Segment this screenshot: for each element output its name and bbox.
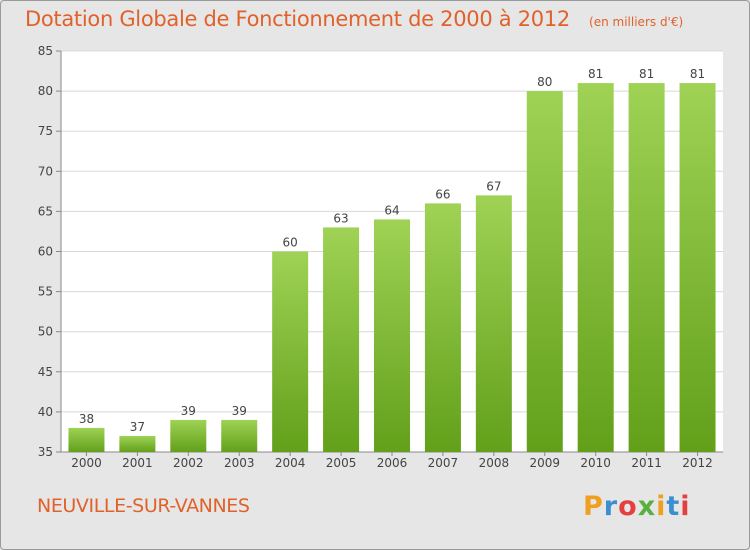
x-tick-label-2006: 2006 [377,456,408,470]
bar-2009 [526,91,563,452]
bar-2006 [374,219,410,452]
data-label-2009: 80 [537,75,552,89]
bar-2002 [170,419,207,452]
data-label-2005: 63 [333,211,348,225]
bar-2003 [221,419,258,452]
x-tick-label-2011: 2011 [631,456,662,470]
y-tick-label: 55 [38,285,53,299]
y-tick-label: 85 [38,44,53,58]
x-tick-label-2000: 2000 [71,456,102,470]
title-row: Dotation Globale de Fonctionnement de 20… [25,7,683,31]
bar-2001 [119,435,156,452]
y-tick-label: 45 [38,365,53,379]
bar-2007 [424,203,461,452]
bars [68,83,716,453]
data-label-2002: 39 [181,404,196,418]
x-tick-label-2002: 2002 [173,456,204,470]
y-tick-label: 80 [38,84,53,98]
x-tick-label-2010: 2010 [580,456,611,470]
data-label-2011: 81 [639,67,654,81]
x-tick-label-2004: 2004 [275,456,306,470]
x-tick-label-2001: 2001 [122,456,153,470]
x-tick-label-2005: 2005 [326,456,357,470]
data-label-2007: 66 [435,187,450,201]
data-label-2008: 67 [486,179,501,193]
bar-2004 [272,251,309,452]
town-name: NEUVILLE-SUR-VANNES [37,495,250,517]
y-tick-label: 70 [38,164,53,178]
data-label-2006: 64 [384,203,399,217]
data-label-2001: 37 [130,420,145,434]
y-tick-label: 40 [38,405,53,419]
chart-unit-label: (en milliers d'€) [589,15,684,29]
y-tick-label: 35 [38,445,53,459]
x-tick-label-2009: 2009 [529,456,560,470]
bar-2000 [68,427,105,452]
y-tick-label: 65 [38,204,53,218]
data-label-2004: 60 [283,236,298,250]
y-tick-label: 50 [38,325,53,339]
proxiti-logo: Proxiti [583,491,691,522]
data-label-2000: 38 [79,412,94,426]
x-tick-label-2012: 2012 [682,456,713,470]
x-tick-label-2003: 2003 [224,456,255,470]
data-label-2003: 39 [232,404,247,418]
data-label-2012: 81 [690,67,705,81]
bar-2005 [323,227,360,452]
x-tick-label-2008: 2008 [479,456,510,470]
bar-2011 [628,83,665,452]
y-tick-label: 75 [38,124,53,138]
bar-2012 [679,83,716,452]
x-tick-label-2007: 2007 [428,456,459,470]
y-tick-label: 60 [38,245,53,259]
bar-2010 [577,83,614,452]
bar-2008 [475,195,512,453]
chart-title: Dotation Globale de Fonctionnement de 20… [25,7,570,31]
axes: 35 40 45 50 55 60 65 70 75 80 85 2000 2001 2002 2003 20… [38,44,723,470]
data-label-2010: 81 [588,67,603,81]
data-labels: 38 37 39 39 60 63 64 66 67 80 81 81 81 [79,67,705,434]
